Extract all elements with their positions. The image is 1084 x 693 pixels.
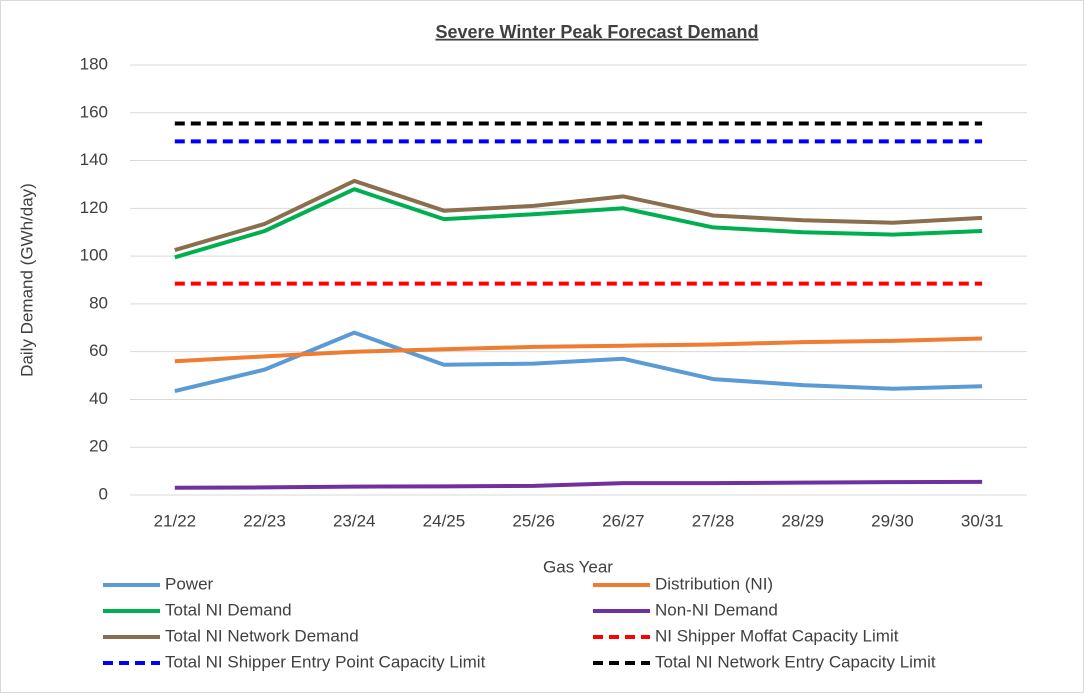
y-tick-label: 20 [89, 437, 108, 456]
y-tick-label: 120 [80, 198, 108, 217]
x-tick-label: 22/23 [243, 511, 286, 530]
y-tick-label: 140 [80, 150, 108, 169]
x-tick-label: 30/31 [961, 511, 1004, 530]
y-tick-label: 0 [99, 484, 108, 503]
legend-label: Total NI Shipper Entry Point Capacity Li… [165, 652, 486, 671]
legend-label: Distribution (NI) [655, 574, 773, 593]
x-tick-label: 26/27 [602, 511, 645, 530]
y-tick-label: 100 [80, 246, 108, 265]
y-tick-label: 80 [89, 293, 108, 312]
series-line [174, 479, 983, 490]
x-tick-label: 29/30 [871, 511, 914, 530]
legend-label: Total NI Network Demand [165, 626, 359, 645]
legend-label: Total NI Network Entry Capacity Limit [655, 652, 936, 671]
x-tick-label: 24/25 [423, 511, 466, 530]
series-line [174, 330, 983, 394]
x-tick-label: 27/28 [692, 511, 735, 530]
x-tick-label: 28/29 [781, 511, 824, 530]
series-line [174, 336, 983, 364]
y-tick-label: 180 [80, 54, 108, 73]
y-tick-label: 60 [89, 341, 108, 360]
y-axis-label: Daily Demand (GWh/day) [17, 183, 36, 377]
series-line [174, 187, 983, 260]
legend-label: Total NI Demand [165, 600, 292, 619]
legend-label: Non-NI Demand [655, 600, 778, 619]
y-tick-label: 160 [80, 102, 108, 121]
chart-title: Severe Winter Peak Forecast Demand [436, 22, 759, 42]
legend-label: NI Shipper Moffat Capacity Limit [655, 626, 899, 645]
x-tick-label: 21/22 [154, 511, 197, 530]
x-axis-label: Gas Year [543, 557, 613, 576]
series-line [174, 178, 983, 253]
x-tick-label: 25/26 [512, 511, 555, 530]
y-tick-label: 40 [89, 389, 108, 408]
legend-label: Power [165, 574, 214, 593]
x-tick-label: 23/24 [333, 511, 376, 530]
